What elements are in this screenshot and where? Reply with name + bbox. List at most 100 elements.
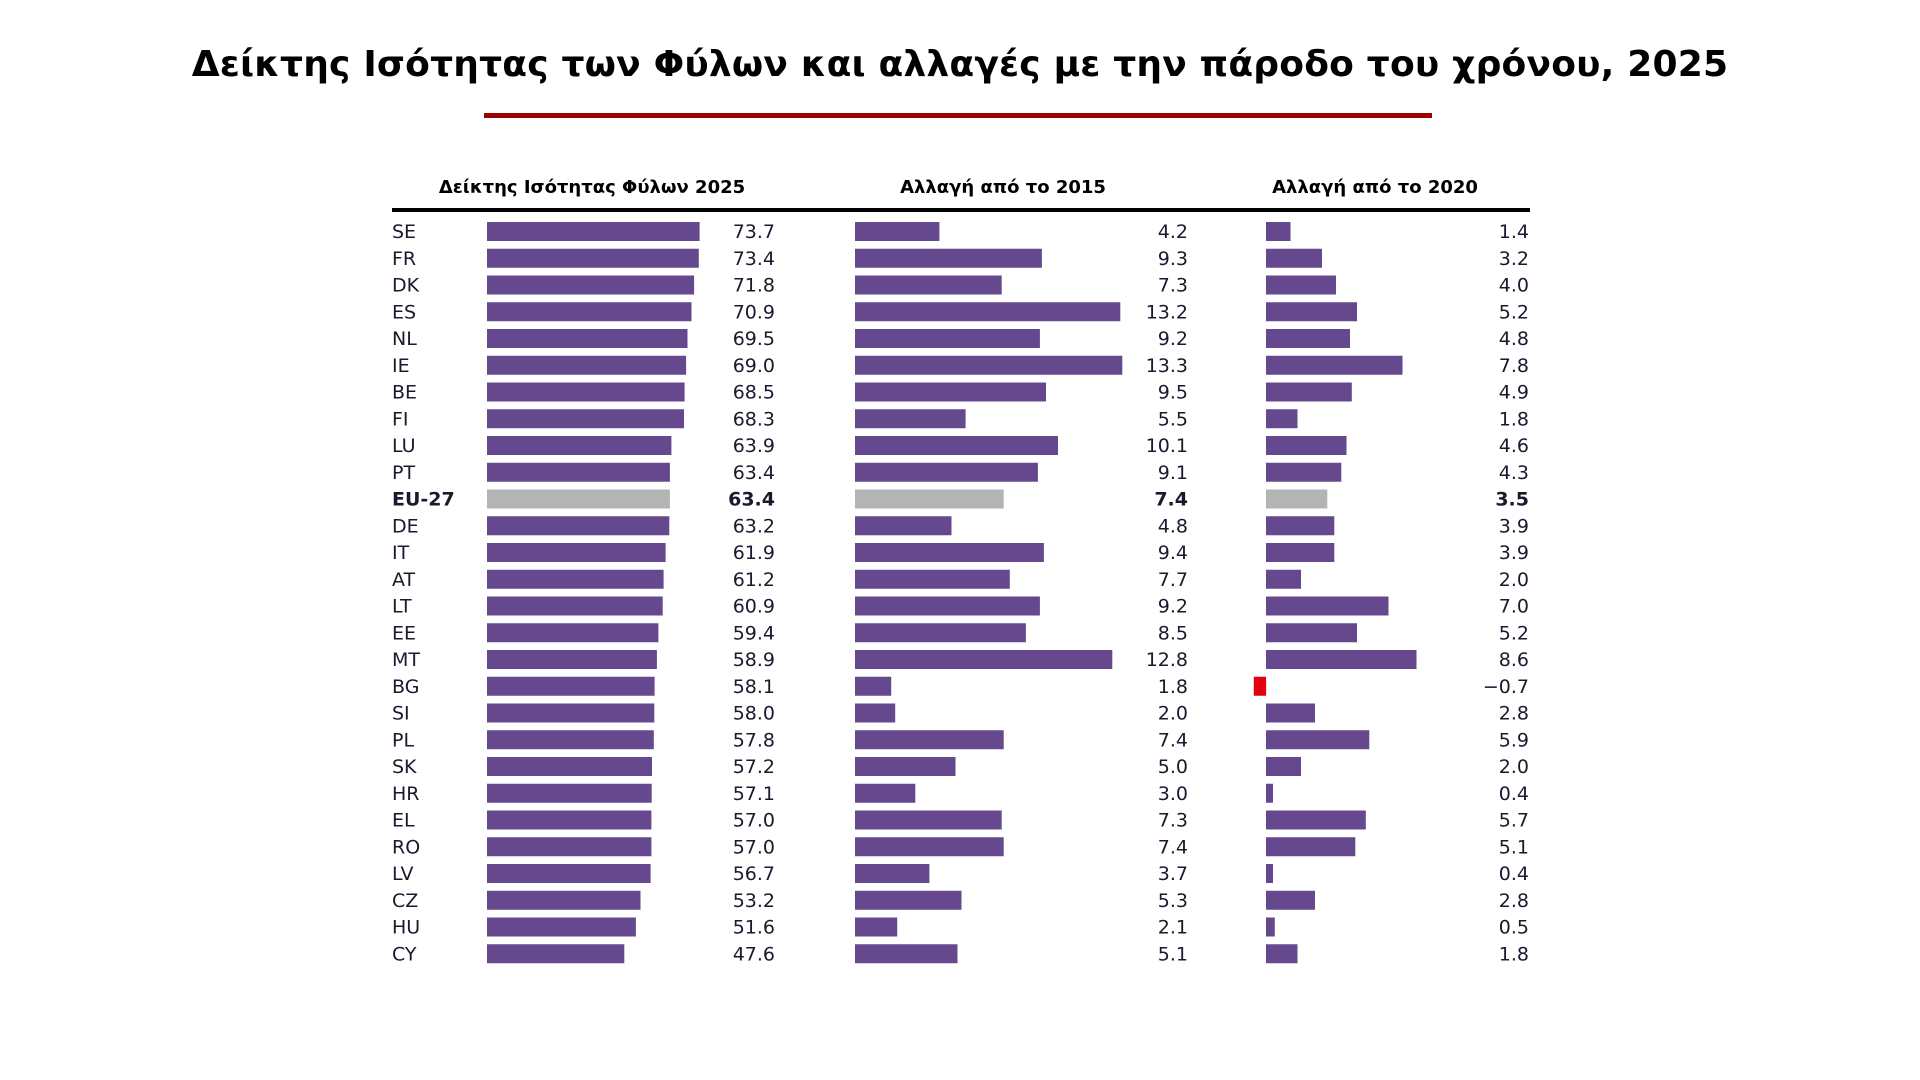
category-label: EL [392, 810, 415, 832]
value-label-change-2020: 2.0 [1499, 756, 1529, 778]
value-label-index-2025: 51.6 [733, 917, 775, 939]
category-label: DK [392, 275, 420, 297]
value-label-change-2015: 9.2 [1158, 596, 1188, 618]
bar-index-2025 [487, 355, 687, 375]
value-label-change-2015: 7.4 [1158, 836, 1188, 858]
table-row: FR 73.4 9.3 3.2 [392, 248, 1529, 270]
bar-index-2025 [487, 810, 652, 830]
category-label: PT [392, 462, 415, 484]
value-label-change-2020: 4.8 [1499, 328, 1529, 350]
bar-index-2025 [487, 248, 699, 268]
table-row: LT 60.9 9.2 7.0 [392, 596, 1529, 618]
value-label-change-2015: 9.4 [1158, 542, 1188, 564]
value-label-change-2020: 0.5 [1499, 917, 1529, 939]
value-label-index-2025: 68.3 [733, 408, 775, 430]
bar-index-2025 [487, 650, 657, 669]
table-row: FI 68.3 5.5 1.8 [392, 408, 1529, 430]
bar-index-2025 [487, 409, 684, 429]
table-row: EU-27 63.4 7.4 3.5 [392, 489, 1529, 511]
bar-index-2025 [487, 329, 688, 348]
category-label: IE [392, 355, 410, 377]
bar-change-2015 [855, 516, 952, 536]
value-label-change-2020: 5.2 [1499, 301, 1529, 323]
value-label-change-2015: 2.1 [1158, 917, 1188, 939]
bar-index-2025 [487, 944, 625, 964]
bar-change-2015 [855, 837, 1004, 857]
bar-change-2020 [1266, 596, 1389, 616]
bar-change-2015 [855, 810, 1002, 830]
value-label-index-2025: 58.0 [733, 703, 775, 725]
value-label-change-2015: 7.7 [1158, 569, 1188, 591]
value-label-change-2020: 4.9 [1499, 382, 1529, 404]
value-label-change-2020: 7.8 [1499, 355, 1529, 377]
value-label-change-2020: 5.7 [1499, 810, 1529, 832]
table-row: ES 70.9 13.2 5.2 [392, 301, 1529, 323]
value-label-index-2025: 73.4 [733, 248, 775, 270]
value-label-change-2015: 7.3 [1158, 275, 1188, 297]
value-label-change-2015: 12.8 [1146, 649, 1188, 671]
bar-change-2015 [855, 730, 1004, 750]
value-label-index-2025: 59.4 [733, 622, 775, 644]
category-label: BE [392, 382, 417, 404]
value-label-change-2020: 5.1 [1499, 836, 1529, 858]
value-label-change-2020: 2.8 [1499, 703, 1529, 725]
category-label: EU-27 [392, 489, 455, 511]
value-label-index-2025: 68.5 [733, 382, 775, 404]
table-row: PT 63.4 9.1 4.3 [392, 462, 1529, 484]
bar-index-2025 [487, 783, 652, 803]
bar-change-2020 [1266, 516, 1335, 536]
bar-change-2015 [855, 275, 1002, 295]
header-rule [392, 208, 1530, 212]
value-label-change-2015: 13.3 [1146, 355, 1188, 377]
value-label-index-2025: 57.1 [733, 783, 775, 805]
bar-index-2025 [487, 703, 655, 723]
bar-change-2015 [855, 222, 940, 241]
value-label-index-2025: 61.9 [733, 542, 775, 564]
value-label-index-2025: 60.9 [733, 596, 775, 618]
bar-change-2015 [855, 890, 962, 910]
value-label-index-2025: 63.4 [728, 489, 775, 511]
bar-change-2015 [855, 355, 1123, 375]
bar-change-2015 [855, 596, 1040, 616]
bar-index-2025 [487, 837, 652, 857]
bar-change-2020 [1266, 382, 1352, 402]
table-row: AT 61.2 7.7 2.0 [392, 569, 1529, 591]
category-label: HR [392, 783, 420, 805]
bar-index-2025 [487, 436, 672, 455]
bar-change-2020 [1266, 355, 1403, 375]
bar-index-2025 [487, 462, 670, 482]
title-underline [484, 113, 1432, 118]
category-label: LU [392, 435, 416, 457]
bar-change-2020 [1266, 703, 1315, 723]
bar-change-2020 [1266, 944, 1298, 964]
bar-index-2025 [487, 890, 641, 910]
bar-change-2020 [1266, 409, 1298, 429]
bar-index-2025 [487, 489, 670, 509]
table-row: LU 63.9 10.1 4.6 [392, 435, 1529, 457]
value-label-change-2020: 3.5 [1495, 489, 1529, 511]
value-label-index-2025: 47.6 [733, 943, 775, 965]
chart-title: Δείκτης Ισότητας των Φύλων και αλλαγές μ… [191, 44, 1729, 85]
table-row: CY 47.6 5.1 1.8 [392, 943, 1529, 965]
value-label-change-2020: 3.9 [1499, 542, 1529, 564]
value-label-change-2020: 1.8 [1499, 943, 1529, 965]
value-label-change-2015: 7.4 [1158, 729, 1188, 751]
value-label-change-2015: 3.0 [1158, 783, 1188, 805]
value-label-change-2015: 13.2 [1146, 301, 1188, 323]
bar-index-2025 [487, 516, 670, 536]
value-label-change-2020: 2.8 [1499, 890, 1529, 912]
bar-change-2015 [855, 409, 966, 429]
category-label: ES [392, 301, 416, 323]
value-label-index-2025: 70.9 [733, 301, 775, 323]
bar-change-2020 [1266, 222, 1291, 241]
value-label-change-2020: 3.9 [1499, 515, 1529, 537]
category-label: HU [392, 917, 420, 939]
value-label-index-2025: 71.8 [733, 275, 775, 297]
category-label: CY [392, 943, 417, 965]
table-row: SI 58.0 2.0 2.8 [392, 703, 1529, 725]
table-row: LV 56.7 3.7 0.4 [392, 863, 1529, 885]
bar-change-2015 [855, 302, 1121, 322]
value-label-index-2025: 63.9 [733, 435, 775, 457]
value-label-index-2025: 63.2 [733, 515, 775, 537]
bar-index-2025 [487, 730, 654, 750]
